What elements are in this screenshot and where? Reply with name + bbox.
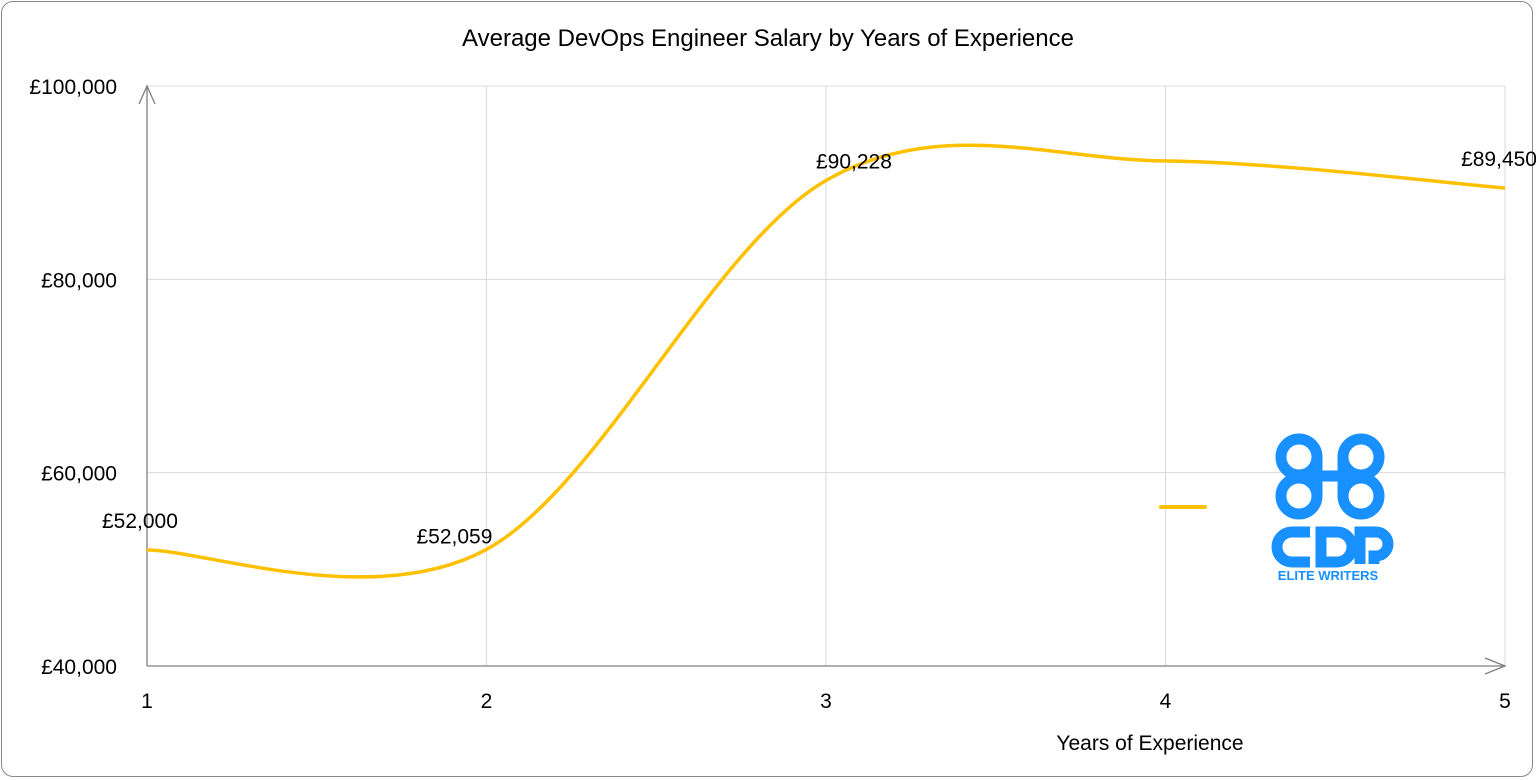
data-label: £89,450 xyxy=(1461,148,1536,171)
x-tick-label: 3 xyxy=(820,690,832,713)
x-tick-label: 4 xyxy=(1160,690,1172,713)
x-axis-arrow xyxy=(1484,657,1507,675)
data-label: £90,228 xyxy=(816,150,892,173)
x-tick-label: 2 xyxy=(481,690,493,713)
y-tick-label: £60,000 xyxy=(41,463,117,486)
logo-subtext: ELITE WRITERS xyxy=(1278,568,1379,583)
y-tick-label: £80,000 xyxy=(41,269,117,292)
data-label: £52,000 xyxy=(102,510,178,533)
series-line xyxy=(146,143,1506,579)
chart-title: Average DevOps Engineer Salary by Years … xyxy=(462,25,1074,52)
y-axis-arrow xyxy=(138,84,156,105)
y-tick-label: £40,000 xyxy=(41,656,117,679)
y-tick-label: £100,000 xyxy=(29,76,117,99)
x-tick-label: 1 xyxy=(141,690,153,713)
x-tick-label: 5 xyxy=(1499,690,1511,713)
x-axis-title: Years of Experience xyxy=(1056,732,1243,755)
data-label: £52,059 xyxy=(417,525,493,548)
cdr-logo xyxy=(1271,433,1394,568)
